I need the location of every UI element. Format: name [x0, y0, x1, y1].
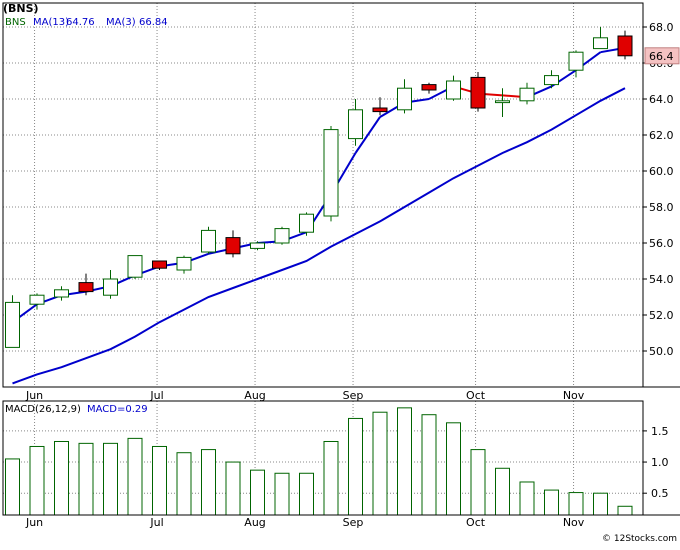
month-label: Nov	[563, 389, 585, 402]
price-legend-item: 66.84	[139, 17, 168, 28]
macd-bar	[323, 440, 339, 516]
candle-up	[127, 255, 143, 278]
candle-up	[274, 228, 290, 244]
macd-bar	[250, 469, 265, 516]
macd-bar	[421, 414, 437, 516]
month-label: Jun	[25, 516, 43, 529]
macd-legend-item: MACD(26,12,9)	[5, 404, 81, 415]
candle-down	[421, 84, 437, 91]
macd-bar	[568, 492, 584, 516]
month-label: Sep	[343, 389, 364, 402]
axes: 50.052.054.056.058.060.062.064.066.068.0…	[2, 2, 680, 529]
candle-up	[323, 129, 339, 217]
candles	[5, 27, 633, 348]
candle-up	[568, 51, 584, 71]
last-price-tag	[644, 47, 680, 65]
price-legend-item: BNS	[5, 17, 26, 28]
month-label: Aug	[244, 389, 265, 402]
candle-down	[617, 35, 633, 57]
macd-tick-label: 1.0	[651, 456, 669, 469]
copyright-text: © 12Stocks.com	[602, 534, 677, 544]
macd-bar	[78, 442, 94, 516]
macd-bar	[299, 472, 314, 516]
candle-up	[446, 80, 461, 100]
macd-bar	[152, 445, 167, 516]
macd-bar	[446, 422, 461, 516]
price-tick-label: 62.0	[649, 129, 674, 142]
price-tick-label: 56.0	[649, 237, 674, 250]
macd-panel-frame	[2, 400, 644, 516]
candle-up	[29, 294, 45, 305]
price-tick-label: 64.0	[649, 93, 674, 106]
last-price-label: 66.4	[649, 50, 674, 63]
macd-bar	[593, 492, 608, 516]
macd-bar	[397, 407, 412, 516]
candle-down	[152, 260, 167, 269]
price-tick-label: 68.0	[649, 21, 674, 34]
macd-bar	[519, 481, 535, 516]
macd-bar	[544, 489, 559, 516]
macd-tick-label: 0.5	[651, 487, 669, 500]
macd-bar	[54, 440, 69, 516]
candle-down	[225, 237, 241, 255]
ticker-label: (BNS)	[3, 2, 39, 15]
price-panel-frame	[2, 2, 644, 388]
price-legend-item: MA(3)	[106, 17, 136, 28]
price-tick-label: 60.0	[649, 165, 674, 178]
month-label: Jul	[149, 516, 163, 529]
price-tick-label: 54.0	[649, 273, 674, 286]
candle-up	[5, 301, 20, 348]
month-label: Nov	[563, 516, 585, 529]
candle-up	[201, 229, 216, 253]
ma3-segment	[354, 116, 381, 154]
macd-bar	[5, 458, 20, 516]
candle-up	[250, 242, 265, 249]
ma13-polyline	[12, 87, 626, 385]
macd-bar	[103, 442, 118, 516]
macd-bar	[225, 461, 241, 516]
month-label: Aug	[244, 516, 265, 529]
month-label: Oct	[466, 389, 486, 402]
macd-bar	[470, 449, 486, 516]
price-legend-item: 64.76	[66, 17, 95, 28]
candle-up	[519, 87, 535, 102]
price-tick-label: 50.0	[649, 345, 674, 358]
macd-bar	[201, 449, 216, 516]
macd-bar	[348, 417, 363, 516]
price-legend-item: MA(13)	[33, 17, 69, 28]
ma13-line	[12, 87, 626, 385]
macd-bar	[176, 452, 192, 516]
labels: (BNS) © 12Stocks.com BNS MA(13)64.76 MA(3)…	[3, 2, 680, 544]
month-label: Jun	[25, 389, 43, 402]
month-label: Sep	[343, 516, 364, 529]
candle-up	[176, 256, 192, 271]
macd-bar	[127, 437, 143, 516]
macd-bar	[29, 445, 45, 516]
month-label: Oct	[466, 516, 486, 529]
macd-bar	[372, 411, 388, 516]
macd-bar	[274, 472, 290, 516]
candle-down	[470, 76, 486, 109]
candle-up	[593, 37, 608, 50]
price-tick-label: 52.0	[649, 309, 674, 322]
candle-up	[495, 100, 510, 104]
candle-up	[103, 278, 118, 296]
candle-up	[348, 109, 363, 140]
macd-bar	[495, 467, 510, 516]
candle-up	[397, 87, 412, 111]
price-tick-label: 58.0	[649, 201, 674, 214]
candle-up	[544, 75, 559, 86]
candle-up	[299, 213, 314, 233]
candle-down	[78, 282, 94, 293]
candle-down	[372, 107, 388, 113]
macd-tick-label: 1.5	[651, 425, 669, 438]
month-label: Jul	[149, 389, 163, 402]
macd-bar	[617, 505, 633, 516]
candle-up	[54, 289, 69, 298]
macd-legend-item: MACD=0.29	[87, 404, 148, 415]
